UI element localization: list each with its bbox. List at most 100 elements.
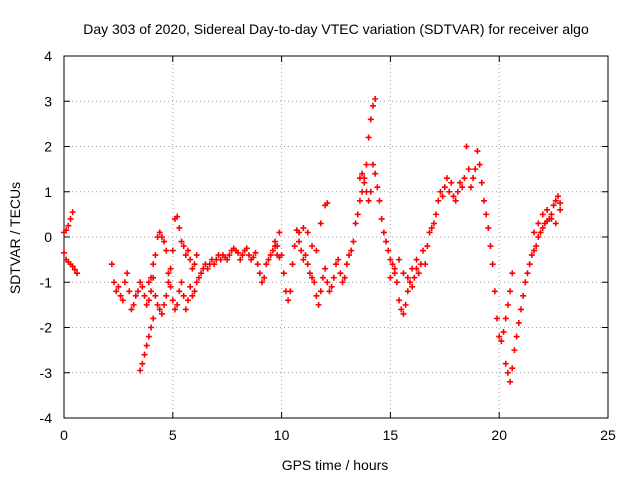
data-point [448,179,455,186]
data-point [113,288,120,295]
data-point [145,297,152,304]
data-point [317,220,324,227]
data-point [191,261,198,268]
data-point [141,351,148,358]
y-tick-label: -2 [40,320,53,336]
data-point [291,243,298,250]
data-point [139,283,146,290]
data-point [426,229,433,236]
data-point [263,261,270,268]
data-point [496,333,503,340]
data-point [354,211,361,218]
data-point [143,301,150,308]
data-point [337,270,344,277]
data-point [322,265,329,272]
data-point [498,338,505,345]
data-point [341,274,348,281]
data-point [352,220,359,227]
data-point [119,297,126,304]
data-point [509,365,516,372]
data-point [211,261,218,268]
data-point [143,342,150,349]
data-point [198,270,205,277]
data-point [167,265,174,272]
data-point [491,288,498,295]
data-point [187,256,194,263]
data-point [250,254,257,261]
data-point [145,279,152,286]
data-point [296,238,303,245]
data-point [330,274,337,281]
data-point [369,161,376,168]
data-point [156,306,163,313]
data-point [387,256,394,263]
data-point [433,211,440,218]
x-tick-label: 10 [274,427,290,443]
data-point [537,229,544,236]
data-point [326,288,333,295]
data-point [171,306,178,313]
data-point [502,360,509,367]
data-point [178,279,185,286]
data-point [226,252,233,259]
data-point [476,161,483,168]
plot-frame [63,55,609,419]
data-point [187,283,194,290]
data-point [204,265,211,272]
data-point [533,243,540,250]
data-point [167,283,174,290]
data-point [502,315,509,322]
data-point [302,252,309,259]
data-point [483,211,490,218]
data-point [265,256,272,263]
data-point [463,143,470,150]
data-point [252,249,259,256]
data-point [422,261,429,268]
data-point [396,256,403,263]
data-point [531,247,538,254]
data-point [378,215,385,222]
data-point [365,134,372,141]
y-axis-label: SDTVAR / TECUs [7,182,23,294]
x-axis-label: GPS time / hours [282,457,389,473]
data-point [158,234,165,240]
data-point [509,270,516,277]
data-point [254,261,261,268]
data-point [256,270,263,277]
data-point [180,292,187,299]
data-point [504,369,511,376]
data-point [404,274,411,281]
data-point [439,193,446,200]
data-point [339,279,346,286]
data-point [309,274,316,281]
data-point [137,279,144,286]
data-point [333,261,339,268]
data-point [489,261,496,268]
data-point [300,224,307,231]
data-point [65,222,72,229]
y-tick-label: -3 [40,365,53,381]
data-point [300,256,307,263]
data-point [185,247,192,254]
data-point [485,224,492,231]
data-point [550,202,557,209]
data-point [356,175,363,182]
data-point [511,347,518,354]
data-point [161,238,168,245]
chart-title: Day 303 of 2020, Sidereal Day-to-day VTE… [83,21,589,37]
data-point [435,197,442,204]
data-point [430,220,437,227]
data-point [152,292,159,299]
data-point [385,247,392,254]
data-point [513,333,520,340]
data-point [393,279,400,286]
data-point [450,193,457,200]
data-point [356,197,363,204]
data-point [304,229,311,236]
data-point [165,270,172,277]
data-point [152,252,159,259]
data-point [169,247,176,254]
data-point [535,234,542,240]
data-point [409,265,416,272]
y-tick-label: 2 [44,139,52,155]
